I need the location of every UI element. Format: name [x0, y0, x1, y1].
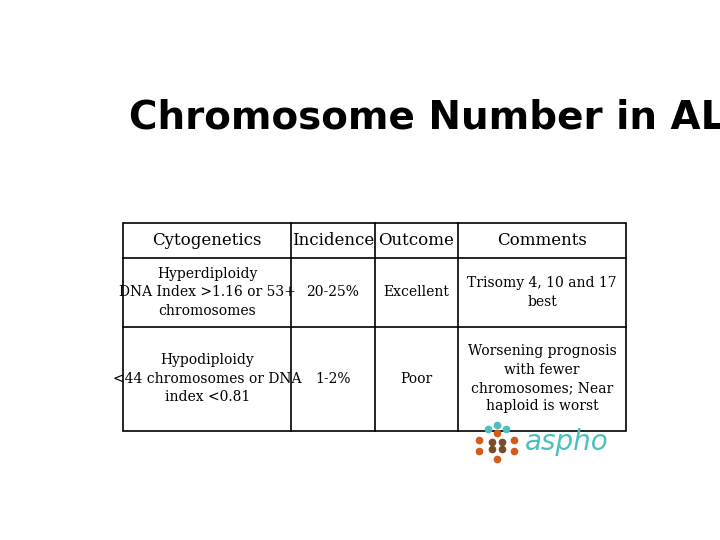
- Text: Incidence: Incidence: [292, 232, 374, 249]
- Text: Chromosome Number in ALL: Chromosome Number in ALL: [129, 98, 720, 136]
- Text: Hypodiploidy
<44 chromosomes or DNA
index <0.81: Hypodiploidy <44 chromosomes or DNA inde…: [113, 353, 302, 404]
- Text: aspho: aspho: [526, 428, 609, 456]
- Text: Poor: Poor: [400, 372, 433, 386]
- Text: Hyperdiploidy
DNA Index >1.16 or 53+
chromosomes: Hyperdiploidy DNA Index >1.16 or 53+ chr…: [119, 267, 295, 318]
- Text: Comments: Comments: [497, 232, 587, 249]
- Text: 20-25%: 20-25%: [306, 286, 359, 300]
- Text: Worsening prognosis
with fewer
chromosomes; Near
haploid is worst: Worsening prognosis with fewer chromosom…: [467, 344, 616, 413]
- Text: Outcome: Outcome: [379, 232, 454, 249]
- Text: Excellent: Excellent: [384, 286, 449, 300]
- Text: Cytogenetics: Cytogenetics: [153, 232, 262, 249]
- Text: 1-2%: 1-2%: [315, 372, 351, 386]
- Text: Trisomy 4, 10 and 17
best: Trisomy 4, 10 and 17 best: [467, 276, 617, 309]
